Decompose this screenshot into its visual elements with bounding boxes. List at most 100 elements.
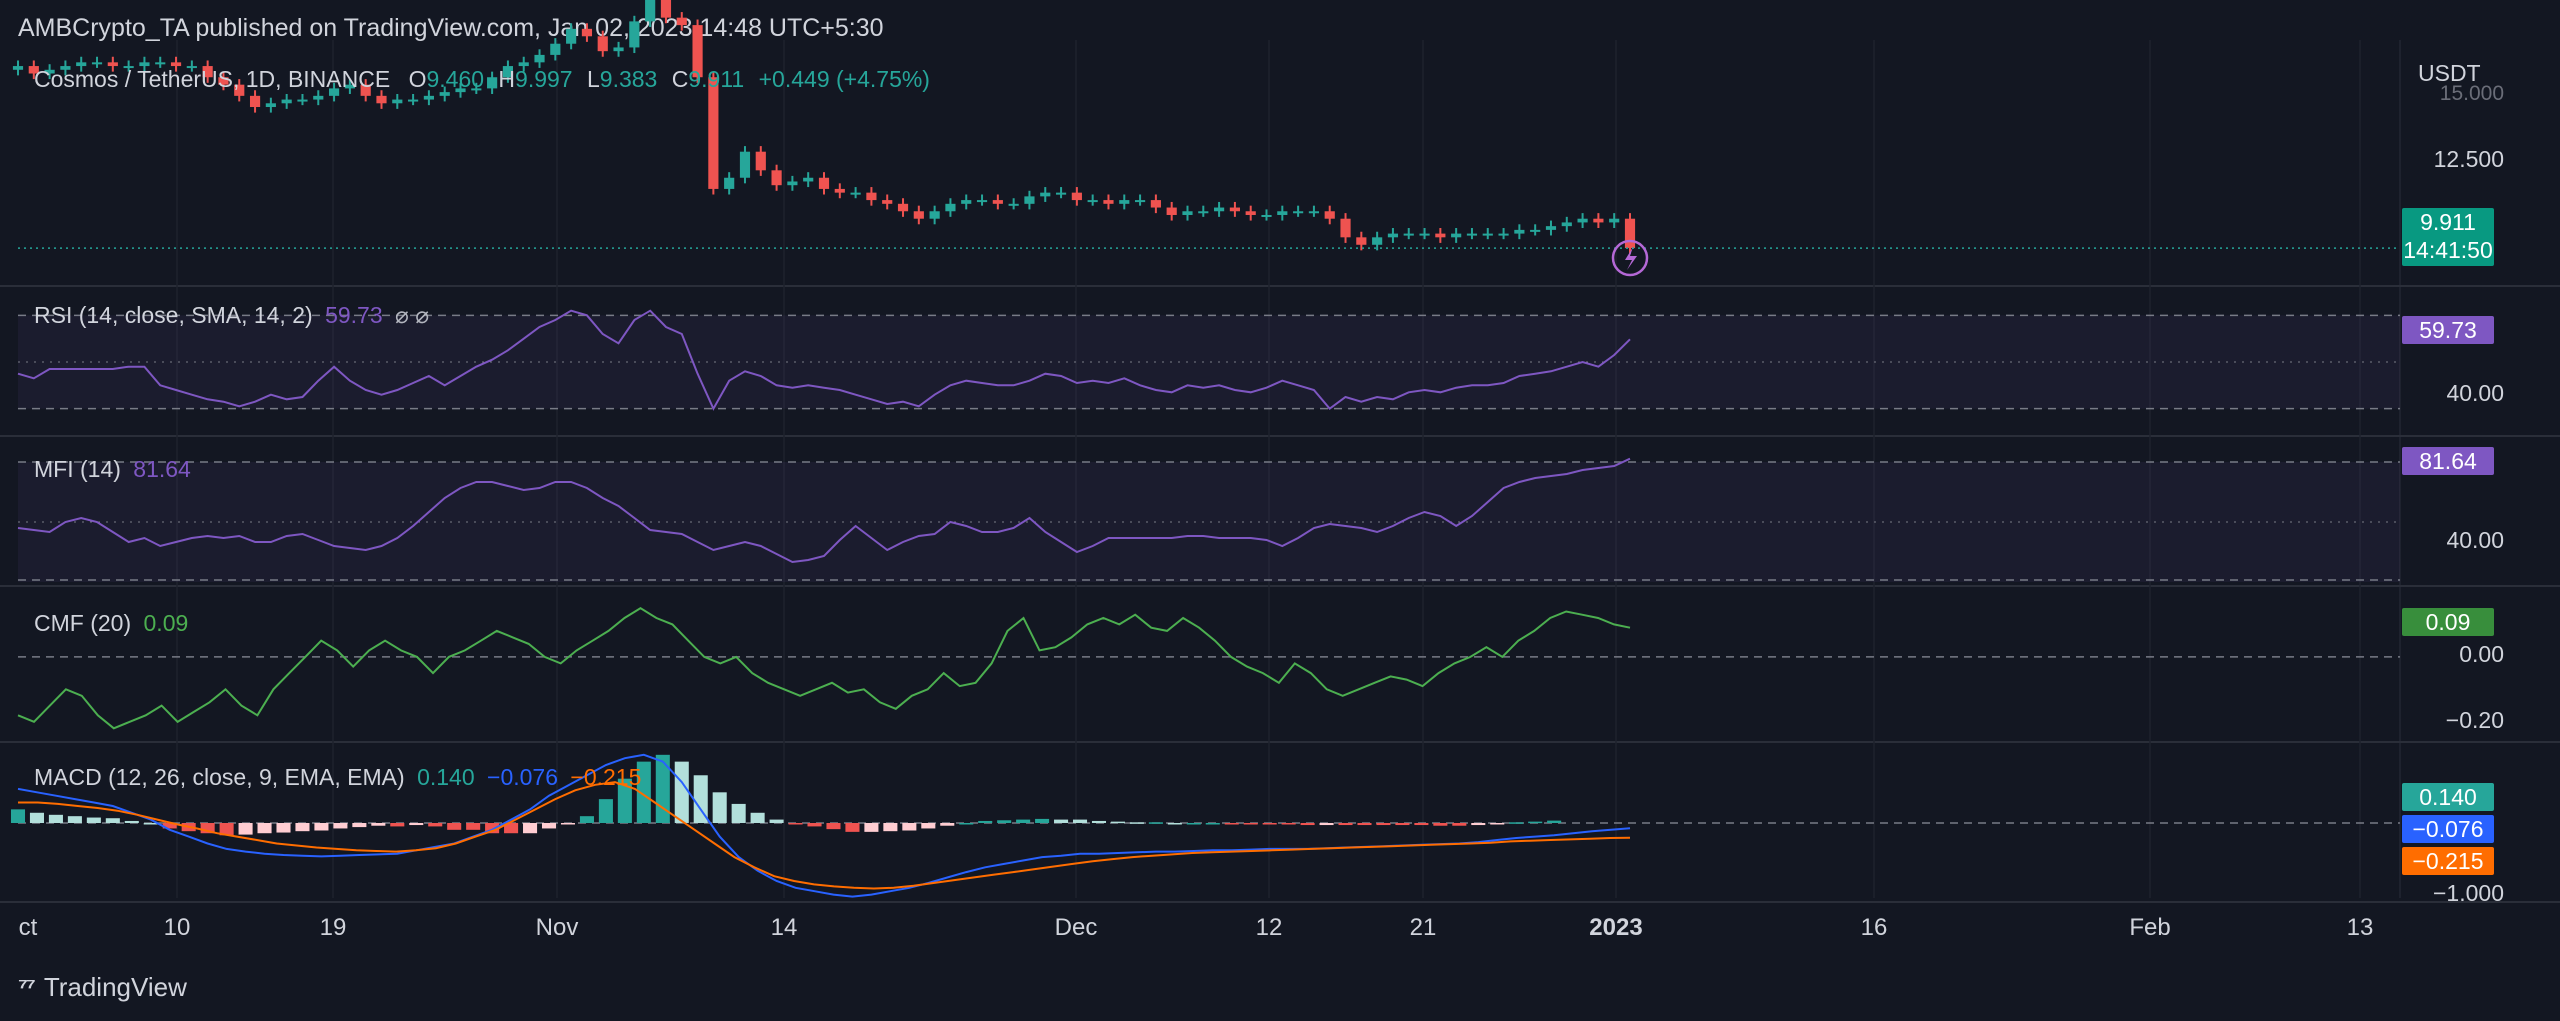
- price-candle: [1024, 196, 1035, 204]
- price-candle: [1071, 192, 1082, 201]
- rsi-label[interactable]: RSI (14, close, SMA, 14, 2): [34, 302, 313, 328]
- price-candle: [234, 84, 245, 96]
- macd-histogram-bar: [314, 823, 329, 831]
- symbol-label[interactable]: Cosmos / TetherUS, 1D, BINANCE: [34, 66, 391, 92]
- price-candle: [313, 95, 324, 100]
- macd-histogram-bar: [504, 823, 519, 834]
- macd-histogram-bar: [1319, 823, 1334, 826]
- macd-histogram-bar: [466, 823, 481, 830]
- macd-histogram-bar: [1433, 823, 1448, 826]
- x-label-0: ct: [18, 914, 38, 941]
- macd-histogram-bar: [1395, 823, 1410, 826]
- macd-histogram-bar: [1338, 823, 1353, 826]
- x-label-3: Nov: [535, 914, 579, 941]
- macd-histogram-bar: [864, 823, 879, 832]
- mfi-badge: 81.64: [2402, 447, 2494, 475]
- macd-histogram-bar: [371, 823, 386, 826]
- macd-histogram-bar: [674, 761, 689, 823]
- macd-histogram-bar: [162, 823, 177, 829]
- x-label-9: 16: [1860, 914, 1888, 941]
- macd-histogram-bar: [409, 823, 424, 826]
- macd-histogram-bar: [1243, 823, 1258, 825]
- price-candle: [518, 62, 529, 67]
- price-candle: [1040, 192, 1051, 197]
- macd-histogram-bar: [807, 823, 822, 827]
- price-candle: [487, 77, 498, 89]
- price-candle: [882, 200, 893, 204]
- macd-histogram-bar: [1110, 821, 1125, 824]
- cmf-badge: 0.09: [2402, 608, 2494, 636]
- x-label-8: 2023: [1589, 914, 1643, 941]
- macd-line-badge: −0.076: [2402, 815, 2494, 843]
- price-candle: [581, 28, 593, 37]
- macd-legend: MACD (12, 26, close, 9, EMA, EMA) 0.140 …: [34, 764, 641, 791]
- rsi-line: [17, 309, 1631, 411]
- currency-unit: USDT: [2418, 60, 2481, 86]
- cmf-value: 0.09: [143, 610, 189, 636]
- price-candle: [155, 62, 166, 65]
- macd-label[interactable]: MACD (12, 26, close, 9, EMA, EMA): [34, 764, 405, 790]
- price-candle: [945, 203, 956, 212]
- x-label-11: 13: [2346, 914, 2374, 941]
- macd-histogram-bar: [105, 818, 120, 823]
- price-candle: [344, 84, 355, 89]
- macd-histogram-bar: [541, 823, 557, 829]
- price-candle: [597, 36, 608, 52]
- macd-histogram-bar: [1148, 822, 1163, 824]
- price-candle: [328, 88, 340, 96]
- macd-histogram-bar: [67, 816, 82, 823]
- cmf-label[interactable]: CMF (20): [34, 610, 132, 636]
- price-candle: [28, 66, 39, 74]
- price-candle: [818, 177, 830, 189]
- price-candle: [423, 95, 434, 100]
- macd-histogram-bar: [1490, 823, 1505, 825]
- macd-histogram-bar: [560, 823, 576, 825]
- x-label-1: 10: [163, 914, 191, 941]
- x-label-4: 14: [770, 914, 798, 941]
- rsi-legend: RSI (14, close, SMA, 14, 2) 59.73 ⌀ ⌀: [34, 302, 429, 329]
- macd-histogram-bar: [1129, 822, 1144, 824]
- price-candle: [1466, 233, 1478, 236]
- macd-histogram-bar: [902, 823, 917, 831]
- rsi-visibility-icons[interactable]: ⌀ ⌀: [395, 302, 430, 328]
- price-candle: [645, 0, 656, 22]
- tradingview-logo-icon[interactable]: ⁷⁷: [18, 973, 36, 1001]
- macd-histogram-bar: [276, 823, 291, 833]
- price-candle: [739, 151, 751, 178]
- countdown-value: 14:41:50: [2403, 237, 2493, 263]
- macd-histogram-bar: [655, 754, 670, 823]
- price-candle: [1261, 214, 1272, 217]
- price-candle: [502, 66, 514, 78]
- macd-line-value: −0.076: [487, 764, 559, 790]
- macd-histogram-bar: [29, 812, 44, 823]
- macd-histogram-bar: [636, 761, 651, 823]
- mfi-value: 81.64: [133, 456, 191, 482]
- price-candle: [629, 21, 640, 48]
- price-candle: [724, 177, 735, 189]
- macd-histogram-bar: [333, 823, 348, 829]
- footer-brand[interactable]: TradingView: [43, 972, 187, 1002]
- price-candle: [1403, 233, 1414, 236]
- macd-histogram-bar: [352, 823, 367, 828]
- macd-histogram-bar: [617, 778, 632, 823]
- x-label-7: 21: [1409, 914, 1437, 941]
- macd-histogram-bar: [1376, 823, 1391, 826]
- price-candle: [1214, 207, 1225, 212]
- price-candle: [455, 88, 466, 93]
- price-candle: [60, 66, 71, 70]
- macd-histogram-bar: [86, 817, 101, 823]
- price-candle: [676, 17, 687, 26]
- macd-histogram-bar: [769, 819, 784, 823]
- lightning-icon: [1625, 247, 1637, 270]
- price-candle: [755, 151, 766, 171]
- macd-histogram-bar: [883, 823, 898, 832]
- macd-signal-line: [18, 781, 1631, 890]
- price-candle: [1609, 218, 1620, 223]
- price-candle: [1482, 233, 1493, 236]
- price-candle: [1451, 233, 1462, 238]
- price-candle: [866, 192, 877, 201]
- price-candle: [408, 99, 419, 102]
- macd-histogram-bar: [1414, 823, 1429, 826]
- mfi-label[interactable]: MFI (14): [34, 456, 121, 482]
